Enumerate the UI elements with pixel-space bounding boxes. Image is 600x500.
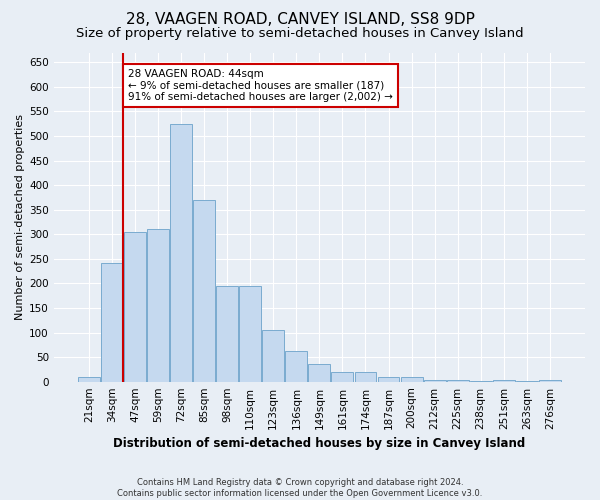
Bar [147,230,169,382]
Text: Contains HM Land Registry data © Crown copyright and database right 2024.
Contai: Contains HM Land Registry data © Crown c… [118,478,482,498]
Bar [124,232,146,382]
X-axis label: Distribution of semi-detached houses by size in Canvey Island: Distribution of semi-detached houses by … [113,437,526,450]
Bar [308,364,331,382]
Bar [447,380,469,382]
Text: 28 VAAGEN ROAD: 44sqm
← 9% of semi-detached houses are smaller (187)
91% of semi: 28 VAAGEN ROAD: 44sqm ← 9% of semi-detac… [128,68,393,102]
Bar [331,372,353,382]
Bar [286,350,307,382]
Bar [262,330,284,382]
Bar [239,286,261,382]
Bar [101,263,123,382]
Bar [355,372,376,382]
Bar [401,377,422,382]
Text: Size of property relative to semi-detached houses in Canvey Island: Size of property relative to semi-detach… [76,28,524,40]
Bar [377,377,400,382]
Bar [493,380,515,382]
Bar [170,124,192,382]
Bar [78,377,100,382]
Text: 28, VAAGEN ROAD, CANVEY ISLAND, SS8 9DP: 28, VAAGEN ROAD, CANVEY ISLAND, SS8 9DP [125,12,475,28]
Bar [539,380,561,382]
Bar [424,380,446,382]
Bar [216,286,238,382]
Y-axis label: Number of semi-detached properties: Number of semi-detached properties [15,114,25,320]
Bar [193,200,215,382]
